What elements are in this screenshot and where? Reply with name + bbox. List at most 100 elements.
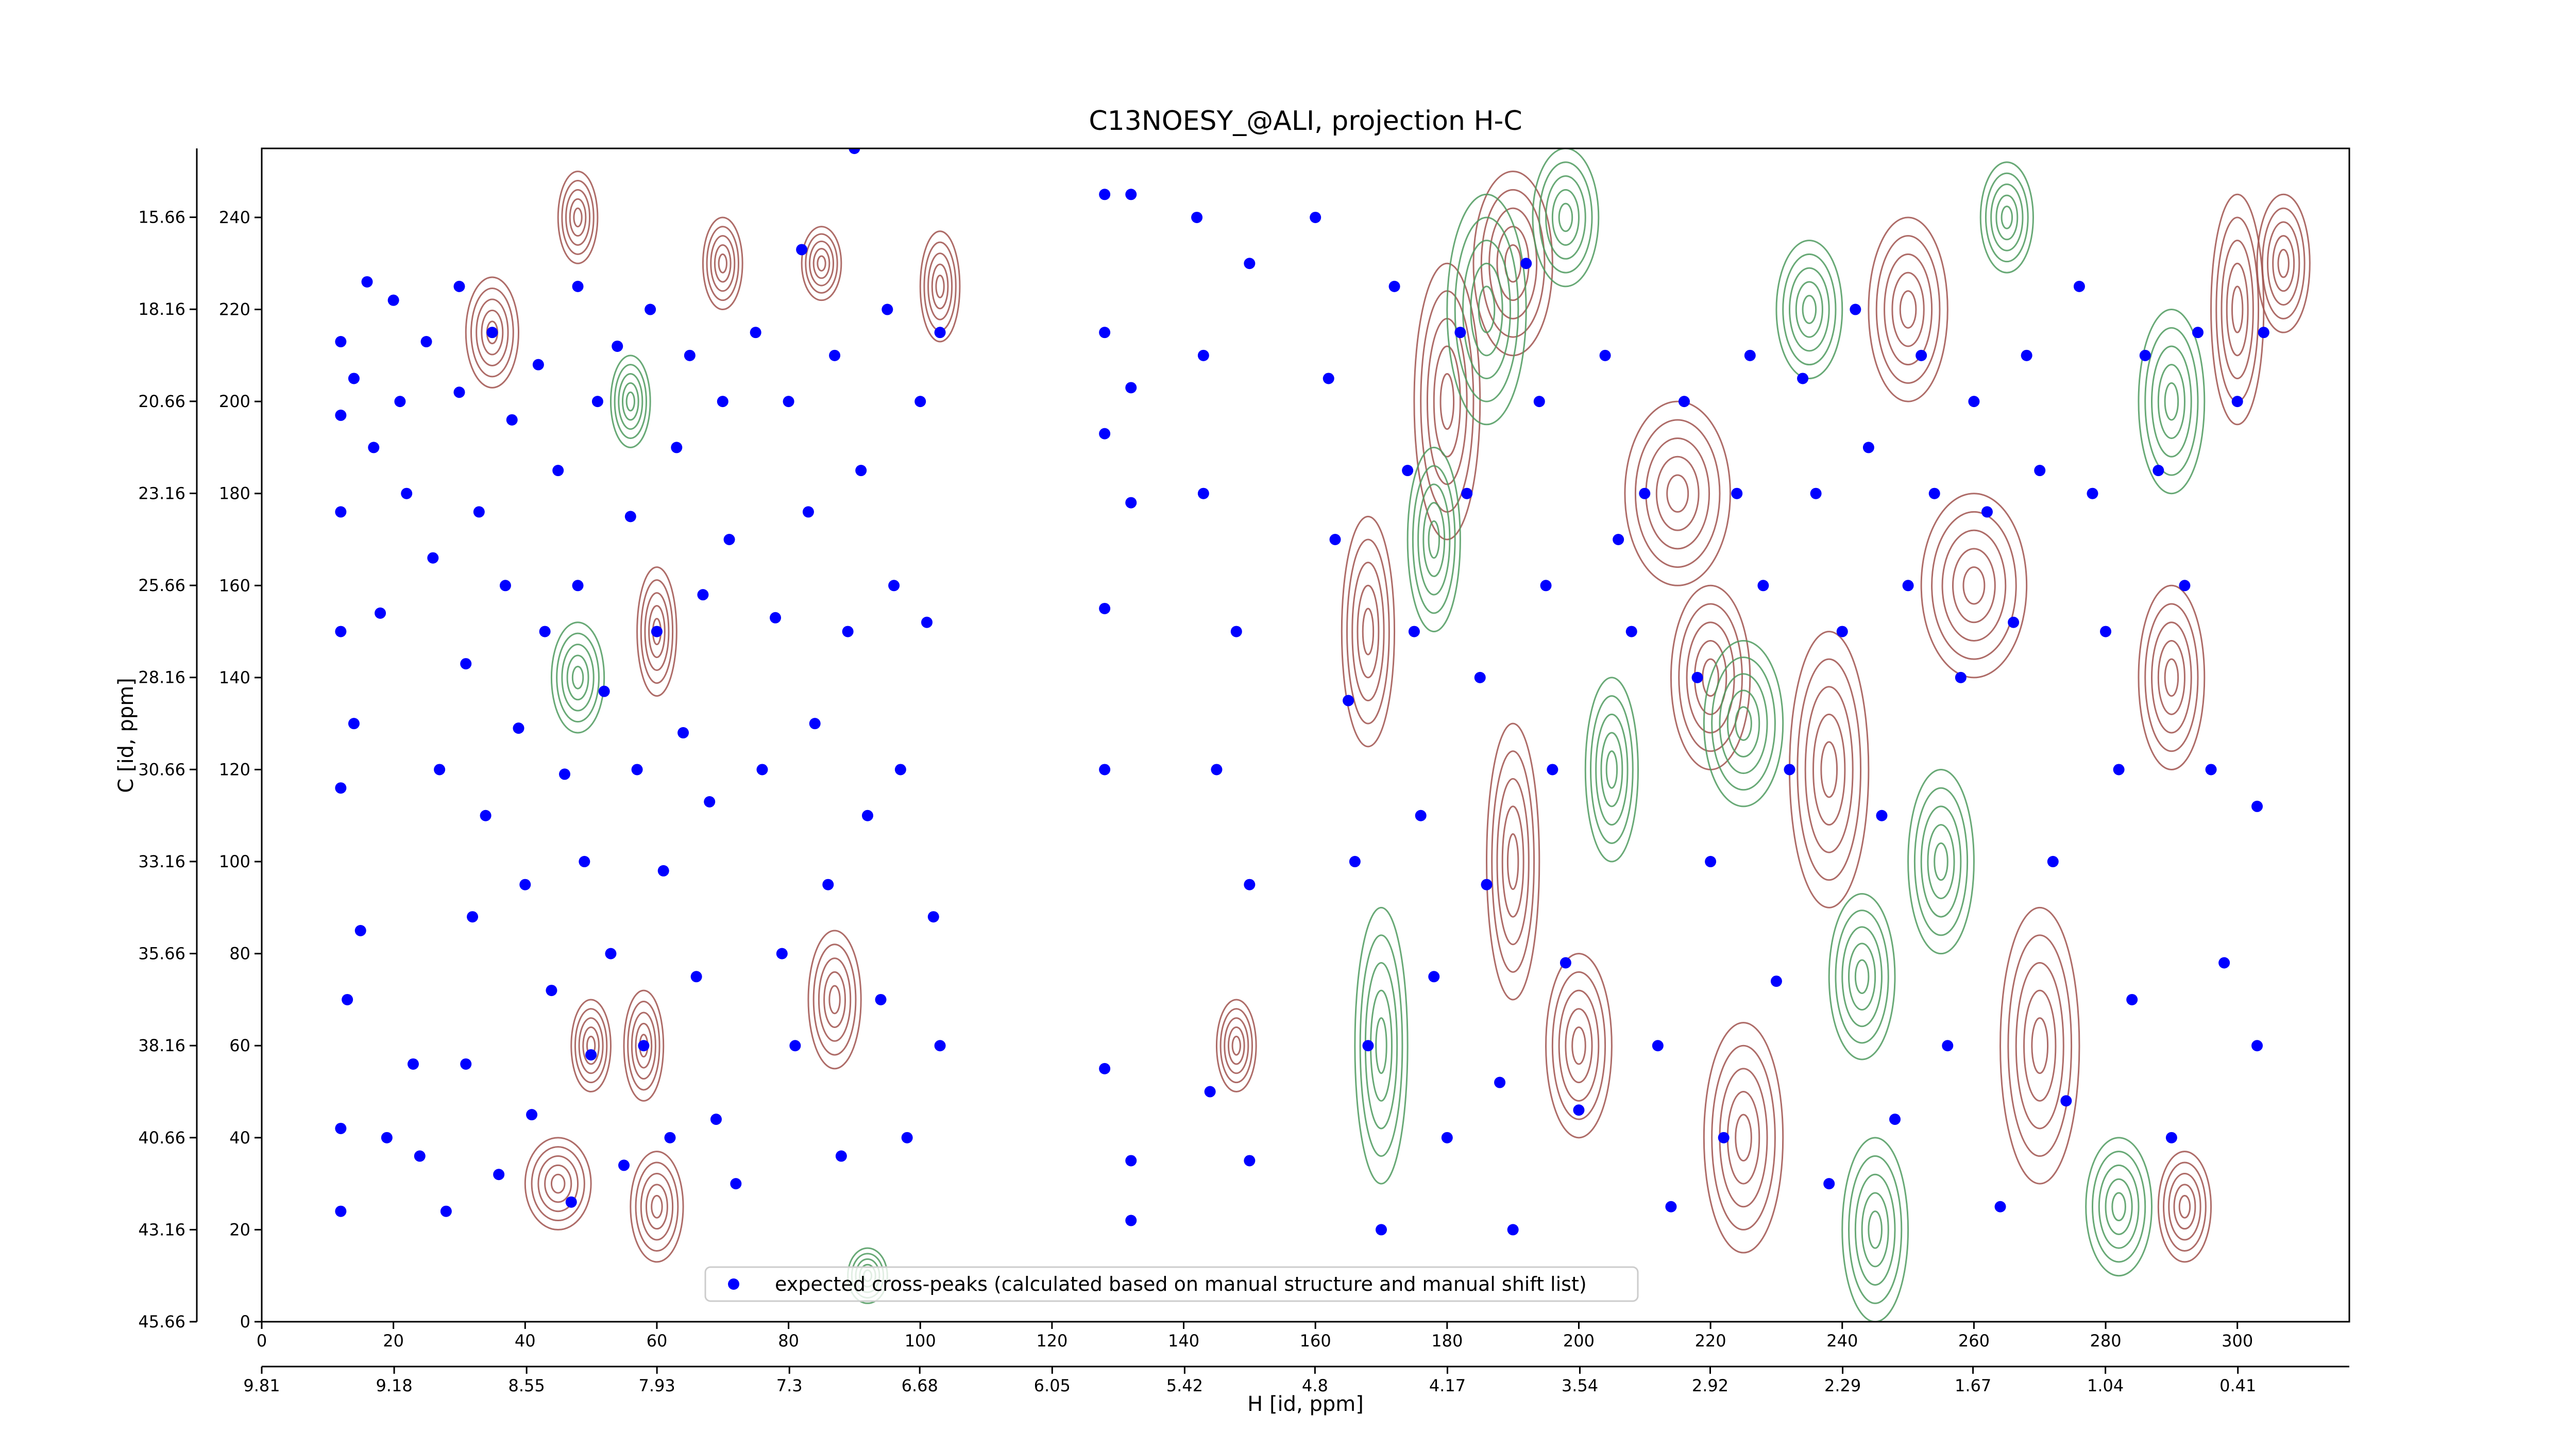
- contour-level: [550, 1173, 566, 1194]
- contour-level: [1413, 262, 1481, 541]
- cross-peak: [1402, 465, 1414, 477]
- contour-level: [1854, 959, 1870, 994]
- cross-peak: [1836, 626, 1848, 637]
- cross-peak: [2251, 1040, 2263, 1052]
- x-tick-label: 80: [778, 1331, 799, 1351]
- contour-level: [1551, 189, 1580, 246]
- x2-tick-label: 7.3: [776, 1376, 803, 1395]
- cross-peak: [1757, 580, 1769, 592]
- contour-level: [2007, 934, 2073, 1157]
- contour-level: [1545, 953, 1613, 1139]
- cross-peak: [460, 658, 472, 670]
- contour-level: [2168, 1172, 2201, 1241]
- cross-peak: [1125, 1155, 1137, 1167]
- cross-peak: [1329, 534, 1341, 545]
- contour-level: [571, 665, 584, 689]
- contour-level: [640, 579, 674, 684]
- contour-level: [818, 957, 852, 1042]
- cross-peak: [1375, 1224, 1387, 1236]
- x2-tick-label: 7.93: [639, 1376, 675, 1395]
- x-tick-label: 140: [1168, 1331, 1199, 1351]
- contour-level: [2164, 658, 2179, 697]
- cross-peak: [1797, 373, 1809, 384]
- contour-peak: [1532, 148, 1600, 288]
- cross-peak: [1665, 1201, 1677, 1212]
- contour-level: [1931, 511, 2017, 660]
- y2-tick-label: 23.16: [138, 483, 185, 503]
- cross-peak: [579, 856, 590, 868]
- cross-peak: [934, 1040, 946, 1052]
- cross-peak: [1428, 971, 1440, 983]
- cross-peak: [1388, 280, 1400, 292]
- cross-peak: [1889, 1114, 1901, 1125]
- contour-peak: [2210, 193, 2265, 426]
- cross-peak: [717, 396, 728, 408]
- contour-level: [1428, 520, 1440, 559]
- contour-level: [561, 180, 595, 255]
- cross-peak: [401, 487, 413, 499]
- contour-level: [1802, 295, 1817, 324]
- contour-peak: [702, 216, 743, 311]
- contour-level: [2015, 962, 2064, 1130]
- x2-tick-label: 9.81: [243, 1376, 280, 1395]
- cross-peak: [1408, 626, 1420, 637]
- cross-peak: [1928, 487, 1940, 499]
- cross-peak: [677, 727, 689, 739]
- cross-peak: [901, 1132, 913, 1143]
- contour-level: [2215, 216, 2260, 402]
- y-tick-label: 160: [219, 576, 250, 595]
- contour-level: [1913, 787, 1969, 936]
- contour-level: [550, 621, 605, 734]
- contour-level: [1907, 768, 1975, 955]
- contour-level: [556, 632, 600, 723]
- y-tick-label: 140: [219, 668, 250, 687]
- contour-level: [1346, 538, 1390, 724]
- contour-level: [1359, 934, 1403, 1157]
- cross-peak: [2192, 327, 2204, 339]
- contour-level: [1224, 1017, 1249, 1074]
- contour-level: [470, 287, 514, 378]
- contour-level: [1962, 566, 1986, 605]
- cross-peak: [2165, 1132, 2177, 1143]
- x-tick-label: 300: [2222, 1331, 2253, 1351]
- contour-level: [2266, 221, 2300, 306]
- contour-level: [1422, 502, 1446, 577]
- contour-level: [1496, 778, 1530, 946]
- contour-level: [1605, 750, 1618, 789]
- x2-tick-label: 5.42: [1166, 1376, 1203, 1395]
- cross-peak: [2100, 626, 2112, 637]
- contour-level: [1215, 999, 1257, 1093]
- cross-peak: [1244, 1155, 1256, 1167]
- cross-peak: [1902, 580, 1914, 592]
- y-tick-label: 0: [240, 1312, 250, 1332]
- cross-peak: [1981, 506, 1993, 518]
- contour-peak: [550, 621, 605, 734]
- contour-peak: [2256, 193, 2311, 333]
- contour-level: [644, 592, 670, 671]
- x2-tick-label: 4.17: [1429, 1376, 1466, 1395]
- contour-level: [2164, 382, 2179, 421]
- x2-tick-label: 3.54: [1562, 1376, 1598, 1395]
- contour-level: [2157, 639, 2185, 715]
- x2-tick-label: 1.04: [2087, 1376, 2124, 1395]
- cross-peak: [2205, 764, 2217, 776]
- contour-level: [1920, 805, 1962, 918]
- cross-peak: [802, 506, 814, 518]
- contour-level: [1789, 631, 1870, 908]
- x2-tick-label: 0.41: [2219, 1376, 2256, 1395]
- cross-peak: [361, 276, 373, 288]
- contour-level: [1726, 689, 1760, 757]
- y2-tick-label: 40.66: [138, 1128, 185, 1148]
- contour-level: [651, 1194, 663, 1219]
- cross-peak: [690, 971, 702, 983]
- cross-peak: [381, 1132, 393, 1143]
- chart-title: C13NOESY_@ALI, projection H-C: [1089, 106, 1522, 137]
- x-axis-label: H [id, ppm]: [1247, 1392, 1364, 1416]
- contour-level: [1571, 1026, 1586, 1065]
- cross-peak: [1494, 1076, 1506, 1088]
- contour-level: [1854, 1173, 1896, 1286]
- contour-peak: [609, 355, 651, 448]
- contour-level: [645, 1184, 668, 1230]
- x2-tick-label: 6.68: [902, 1376, 938, 1395]
- contour-peak: [1406, 446, 1461, 633]
